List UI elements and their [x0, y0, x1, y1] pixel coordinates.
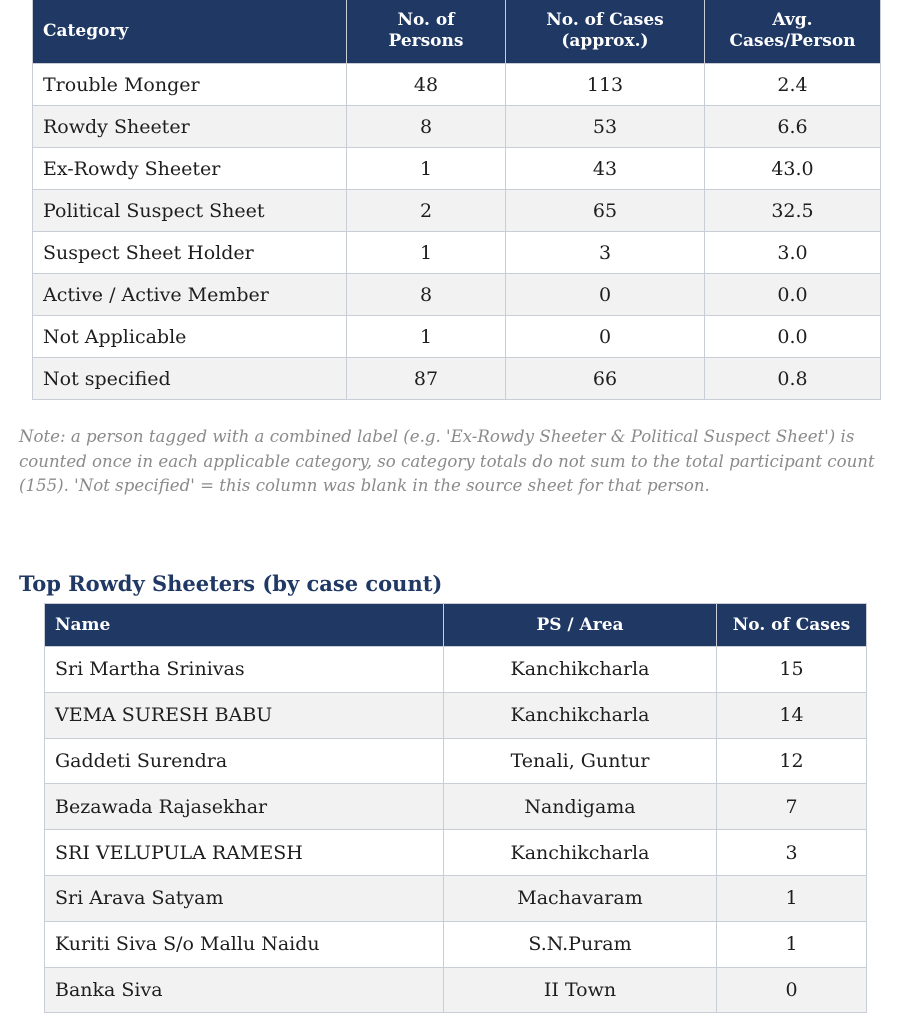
table-row: Suspect Sheet Holder 1 3 3.0 [32, 231, 881, 274]
name-cell: Bezawada Rajasekhar [44, 783, 444, 831]
category-cell: Active / Active Member [32, 273, 347, 316]
avg-cases-header: Avg. Cases/Person [704, 0, 881, 64]
table-row: Not Applicable 1 0 0.0 [32, 315, 881, 358]
table-row: Not specified 87 66 0.8 [32, 357, 881, 400]
persons-cell: 1 [346, 315, 506, 358]
table-row: Rowdy Sheeter 8 53 6.6 [32, 105, 881, 148]
table-row: VEMA SURESH BABU Kanchikcharla 14 [44, 691, 867, 739]
rowdy-table-header-row: Name PS / Area No. of Cases [44, 603, 867, 647]
ps-area-cell: Tenali, Guntur [443, 737, 717, 785]
table-row: Sri Martha Srinivas Kanchikcharla 15 [44, 646, 867, 693]
ps-area-header: PS / Area [443, 603, 717, 647]
avg-cell: 2.4 [704, 63, 881, 106]
cases-cell: 1 [716, 920, 867, 968]
cases-cell: 0 [505, 273, 705, 316]
table-row: Banka Siva II Town 0 [44, 966, 867, 1014]
avg-cell: 0.0 [704, 315, 881, 358]
category-cell: Political Suspect Sheet [32, 189, 347, 232]
cases-cell: 53 [505, 105, 705, 148]
persons-cell: 8 [346, 105, 506, 148]
name-cell: SRI VELUPULA RAMESH [44, 829, 444, 876]
table-row: Ex-Rowdy Sheeter 1 43 43.0 [32, 147, 881, 190]
persons-header: No. of Persons [346, 0, 506, 64]
persons-cell: 48 [346, 63, 506, 106]
table-row: Political Suspect Sheet 2 65 32.5 [32, 189, 881, 232]
ps-area-cell: Nandigama [443, 783, 717, 831]
category-table-header-row: Category No. of Persons No. of Cases (appr… [32, 0, 881, 64]
cases-cell: 3 [505, 231, 705, 274]
category-note: Note: a person tagged with a combined la… [19, 427, 875, 495]
top-rowdy-sheeters-table: Name PS / Area No. of Cases Sri Martha S… [44, 603, 867, 1014]
avg-cell: 0.8 [704, 357, 881, 400]
cases-cell: 7 [716, 783, 867, 831]
persons-cell: 1 [346, 231, 506, 274]
cases-cell: 66 [505, 357, 705, 400]
table-row: Kuriti Siva S/o Mallu Naidu S.N.Puram 1 [44, 920, 867, 968]
name-header: Name [44, 603, 444, 647]
ps-area-cell: Machavaram [443, 874, 717, 922]
category-cell: Ex-Rowdy Sheeter [32, 147, 347, 190]
section-title: Top Rowdy Sheeters (by case count) [19, 571, 443, 596]
cases-cell: 14 [716, 691, 867, 739]
table-row: SRI VELUPULA RAMESH Kanchikcharla 3 [44, 829, 867, 876]
name-cell: VEMA SURESH BABU [44, 691, 444, 739]
avg-cell: 0.0 [704, 273, 881, 316]
persons-cell: 2 [346, 189, 506, 232]
table-row: Gaddeti Surendra Tenali, Guntur 12 [44, 737, 867, 785]
ps-area-cell: S.N.Puram [443, 920, 717, 968]
cases-header: No. of Cases (approx.) [505, 0, 705, 64]
ps-area-cell: Kanchikcharla [443, 646, 717, 693]
name-cell: Banka Siva [44, 966, 444, 1014]
table-row: Sri Arava Satyam Machavaram 1 [44, 874, 867, 922]
category-cell: Not specified [32, 357, 347, 400]
name-cell: Sri Martha Srinivas [44, 646, 444, 693]
cases-cell: 0 [505, 315, 705, 358]
cases-cell: 1 [716, 874, 867, 922]
avg-cell: 6.6 [704, 105, 881, 148]
ps-area-cell: Kanchikcharla [443, 691, 717, 739]
category-cell: Trouble Monger [32, 63, 347, 106]
name-cell: Gaddeti Surendra [44, 737, 444, 785]
avg-cell: 32.5 [704, 189, 881, 232]
category-cell: Rowdy Sheeter [32, 105, 347, 148]
cases-cell: 12 [716, 737, 867, 785]
cases-cell: 113 [505, 63, 705, 106]
cases-cell: 15 [716, 646, 867, 693]
category-cell: Suspect Sheet Holder [32, 231, 347, 274]
name-cell: Sri Arava Satyam [44, 874, 444, 922]
cases-cell: 0 [716, 966, 867, 1014]
no-of-cases-header: No. of Cases [716, 603, 867, 647]
category-header: Category [32, 0, 347, 64]
ps-area-cell: Kanchikcharla [443, 829, 717, 876]
ps-area-cell: II Town [443, 966, 717, 1014]
avg-cell: 3.0 [704, 231, 881, 274]
table-row: Active / Active Member 8 0 0.0 [32, 273, 881, 316]
avg-cell: 43.0 [704, 147, 881, 190]
name-cell: Kuriti Siva S/o Mallu Naidu [44, 920, 444, 968]
table-row: Trouble Monger 48 113 2.4 [32, 63, 881, 106]
table-row: Bezawada Rajasekhar Nandigama 7 [44, 783, 867, 831]
category-cell: Not Applicable [32, 315, 347, 358]
cases-cell: 43 [505, 147, 705, 190]
cases-cell: 65 [505, 189, 705, 232]
persons-cell: 8 [346, 273, 506, 316]
category-summary-table: Category No. of Persons No. of Cases (appr… [32, 0, 881, 400]
persons-cell: 1 [346, 147, 506, 190]
persons-cell: 87 [346, 357, 506, 400]
cases-cell: 3 [716, 829, 867, 876]
